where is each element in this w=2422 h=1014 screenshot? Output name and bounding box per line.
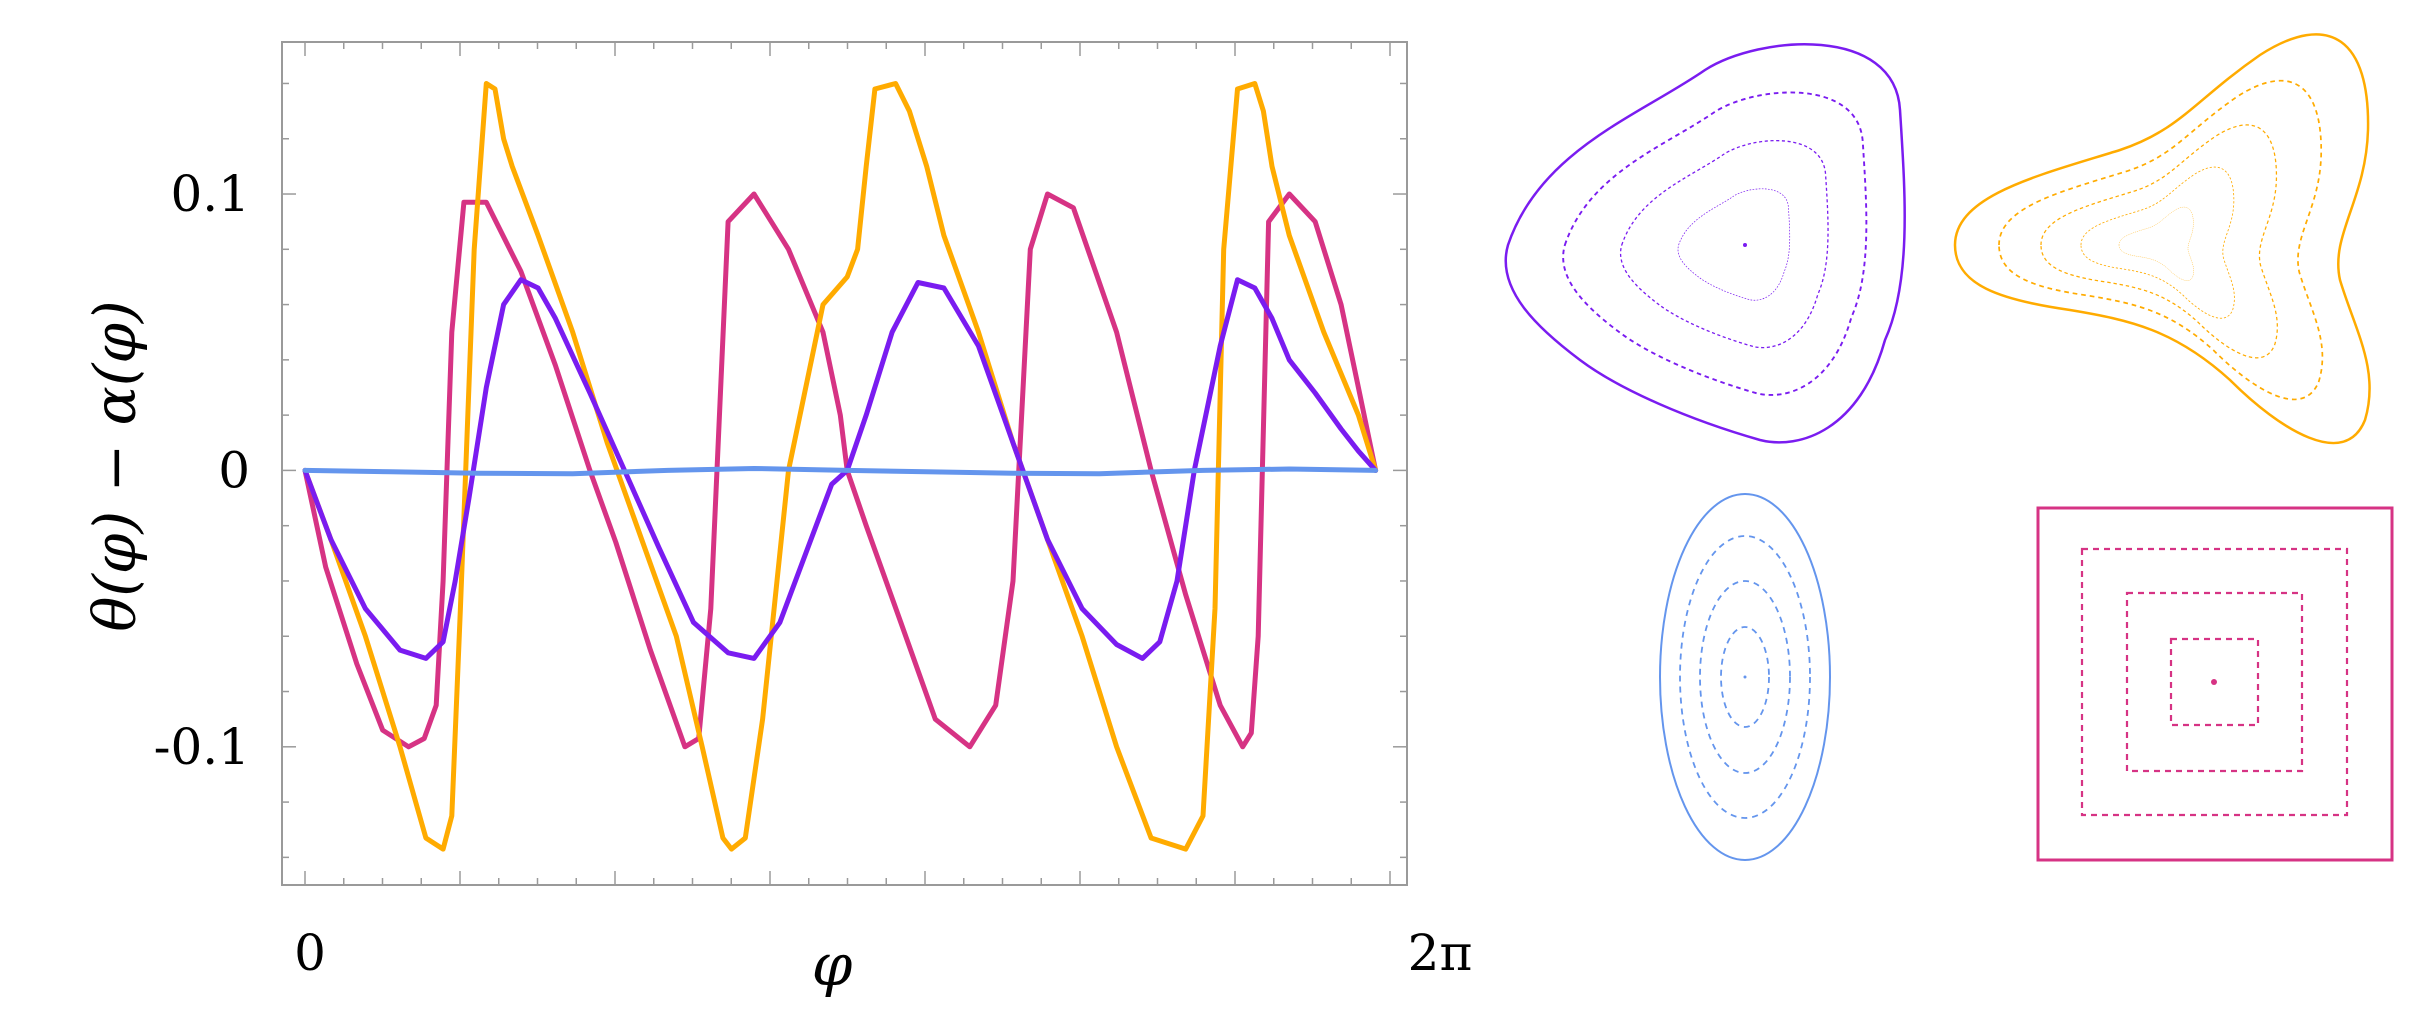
contour-level-4 bbox=[2169, 637, 2260, 727]
contour-level-2 bbox=[1562, 91, 1868, 396]
contour-center bbox=[1743, 243, 1747, 247]
line-plot: 0 2π 0.1 0 -0.1 φ θ(φ) − α(φ) bbox=[81, 41, 1473, 999]
y-axis-label: θ(φ) − α(φ) bbox=[81, 300, 149, 631]
contour-level-3 bbox=[2040, 124, 2278, 359]
tick-labels: 0 2π 0.1 0 -0.1 bbox=[154, 165, 1473, 982]
series-line-1 bbox=[302, 191, 1379, 750]
contour-center bbox=[2211, 679, 2217, 685]
contour-center bbox=[1743, 675, 1747, 679]
contour-insets bbox=[1504, 33, 2394, 862]
plot-frame bbox=[281, 41, 1408, 886]
contour-level-4 bbox=[1677, 188, 1791, 301]
contour-outer bbox=[1659, 493, 1831, 861]
contour-outer bbox=[2036, 506, 2394, 862]
contour-level-3 bbox=[1699, 580, 1791, 774]
x-tick-label: 2π bbox=[1408, 924, 1473, 982]
blue-elliptical-contours bbox=[1659, 493, 1831, 861]
series-group bbox=[302, 81, 1379, 852]
contour-level-3 bbox=[2125, 591, 2304, 773]
x-tick-label: 0 bbox=[294, 924, 326, 982]
contour-level-2 bbox=[1679, 535, 1811, 819]
series-line-4 bbox=[302, 466, 1379, 477]
contour-level-3 bbox=[1619, 140, 1829, 349]
contour-outer bbox=[1504, 43, 1906, 444]
y-tick-label: 0 bbox=[218, 441, 250, 499]
series-line-2 bbox=[302, 81, 1379, 852]
contour-level-5 bbox=[2118, 207, 2194, 281]
contour-level-2 bbox=[1998, 79, 2324, 401]
magenta-square-contours bbox=[2036, 506, 2394, 862]
contour-level-2 bbox=[2080, 547, 2349, 817]
contour-level-4 bbox=[2080, 166, 2235, 319]
y-tick-label: 0.1 bbox=[170, 165, 250, 223]
violet-triangular-contours bbox=[1504, 43, 1906, 444]
axis-ticks bbox=[282, 42, 1407, 885]
contour-outer bbox=[1953, 33, 2371, 445]
orange-three-lobed-contours bbox=[1953, 33, 2371, 445]
contour-level-4 bbox=[1720, 626, 1770, 728]
y-tick-label: -0.1 bbox=[154, 718, 250, 776]
x-axis-label: φ bbox=[812, 931, 853, 999]
